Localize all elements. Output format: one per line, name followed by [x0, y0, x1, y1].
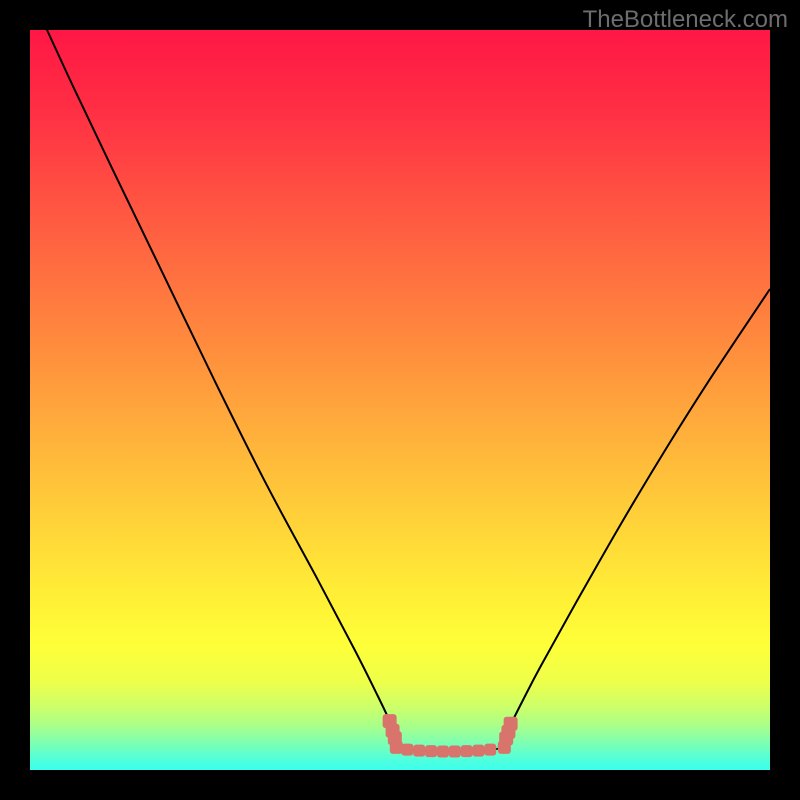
marker-valley-floor: [472, 745, 484, 757]
marker-valley-floor: [401, 744, 413, 756]
marker-right-wall: [504, 717, 518, 731]
marker-valley-floor: [425, 745, 437, 757]
plot-background-gradient: [30, 30, 770, 770]
bottleneck-plot-svg: [0, 0, 800, 800]
chart-canvas: TheBottleneck.com: [0, 0, 800, 800]
marker-valley-floor: [461, 745, 473, 757]
marker-valley-floor: [449, 746, 461, 758]
marker-left-floor-entry: [390, 741, 403, 754]
marker-valley-floor: [413, 745, 425, 757]
marker-valley-floor: [437, 746, 449, 758]
marker-valley-floor: [484, 744, 496, 756]
